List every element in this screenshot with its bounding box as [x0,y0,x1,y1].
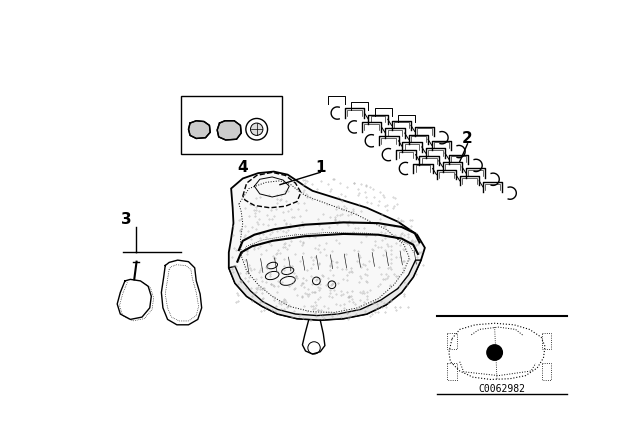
Text: 1: 1 [315,160,326,175]
Text: 2: 2 [462,131,473,146]
Text: 4: 4 [237,160,248,175]
Bar [447,363,457,380]
Bar [180,96,282,154]
Circle shape [250,123,263,135]
Polygon shape [229,260,421,320]
Polygon shape [189,121,210,138]
Bar [542,363,551,380]
Circle shape [487,345,502,360]
Text: 3: 3 [121,212,132,227]
Bar [447,332,457,349]
Text: C0062982: C0062982 [478,383,525,394]
Polygon shape [217,121,241,140]
Polygon shape [229,172,425,320]
Bar [542,332,551,349]
